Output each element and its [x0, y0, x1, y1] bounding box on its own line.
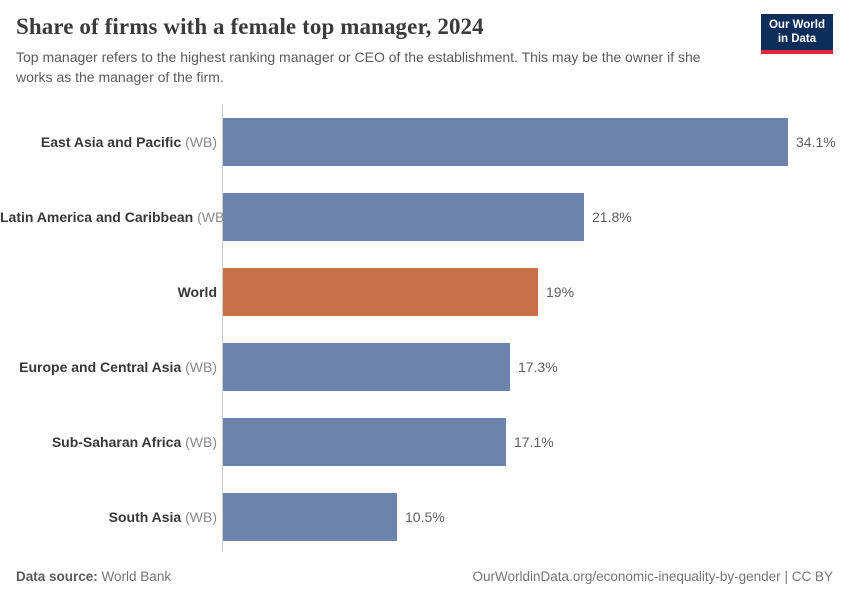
value-label: 34.1% — [796, 133, 836, 150]
bar[interactable] — [223, 192, 584, 241]
chart-title: Share of firms with a female top manager… — [16, 14, 484, 39]
owid-logo[interactable]: Our World in Data — [760, 14, 833, 54]
bar-track: 21.8% — [223, 179, 850, 254]
bar-track: 34.1% — [223, 104, 850, 179]
value-label: 19% — [546, 283, 575, 300]
category-name: South Asia — [108, 509, 182, 526]
category-label: East Asia and Pacific (WB) — [0, 134, 217, 150]
owid-logo-line1: Our World — [768, 19, 825, 31]
category-label: World — [0, 284, 217, 300]
bar[interactable] — [223, 493, 397, 542]
bar-track: 10.5% — [223, 480, 850, 555]
value-label: 17.3% — [518, 359, 558, 376]
category-label: Sub-Saharan Africa (WB) — [0, 434, 217, 450]
category-suffix: (WB) — [181, 509, 217, 526]
bar-chart: East Asia and Pacific (WB) 34.1% Latin Ame… — [0, 104, 850, 555]
bar-row: World 19% — [0, 254, 850, 329]
bar-track: 17.3% — [223, 330, 850, 405]
bar[interactable] — [223, 267, 538, 316]
bar-row: East Asia and Pacific (WB) 34.1% — [0, 104, 850, 179]
category-label: South Asia (WB) — [0, 509, 217, 525]
bar-row: Latin America and Caribbean (WB) 21.8% — [0, 179, 850, 254]
bar[interactable] — [223, 418, 506, 467]
bar-row: Sub-Saharan Africa (WB) 17.1% — [0, 405, 850, 480]
bar[interactable] — [223, 117, 788, 166]
category-name: Europe and Central Asia — [19, 359, 182, 376]
value-label: 10.5% — [405, 509, 445, 526]
category-label: Latin America and Caribbean (WB) — [0, 208, 229, 225]
category-suffix: (WB) — [181, 359, 217, 376]
data-source: Data source: World Bank — [16, 569, 171, 584]
category-suffix: (WB) — [181, 434, 217, 451]
category-name: East Asia and Pacific — [40, 133, 182, 150]
value-label: 21.8% — [592, 208, 632, 225]
category-suffix: (WB) — [181, 133, 217, 150]
footer-links: OurWorldinData.org/economic-inequality-b… — [473, 569, 833, 584]
bar[interactable] — [223, 343, 510, 392]
category-name: Latin America and Caribbean — [0, 208, 194, 225]
owid-url-link[interactable]: OurWorldinData.org/economic-inequality-b… — [472, 569, 781, 584]
owid-logo-line2: in Data — [777, 33, 817, 46]
y-axis-line — [222, 104, 223, 552]
chart-subtitle: Top manager refers to the highest rankin… — [16, 49, 701, 86]
category-name: World — [177, 283, 217, 300]
bar-row: Europe and Central Asia (WB) 17.3% — [0, 330, 850, 405]
category-label: Europe and Central Asia (WB) — [0, 359, 217, 375]
footer-separator: | — [784, 569, 788, 584]
value-label: 17.1% — [514, 434, 554, 451]
chart-footer: Data source: World Bank OurWorldinData.o… — [16, 569, 833, 584]
category-name: Sub-Saharan Africa — [51, 434, 182, 451]
category-suffix: (WB) — [193, 208, 229, 225]
chart-header: Share of firms with a female top manager… — [16, 14, 750, 88]
bar-track: 17.1% — [223, 405, 850, 480]
bar-track: 19% — [223, 254, 850, 329]
license-link[interactable]: CC BY — [791, 569, 833, 584]
bar-row: South Asia (WB) 10.5% — [0, 480, 850, 555]
data-source-value: World Bank — [101, 569, 172, 584]
bar-rows: East Asia and Pacific (WB) 34.1% Latin Ame… — [0, 104, 850, 555]
data-source-label: Data source: — [16, 569, 98, 584]
